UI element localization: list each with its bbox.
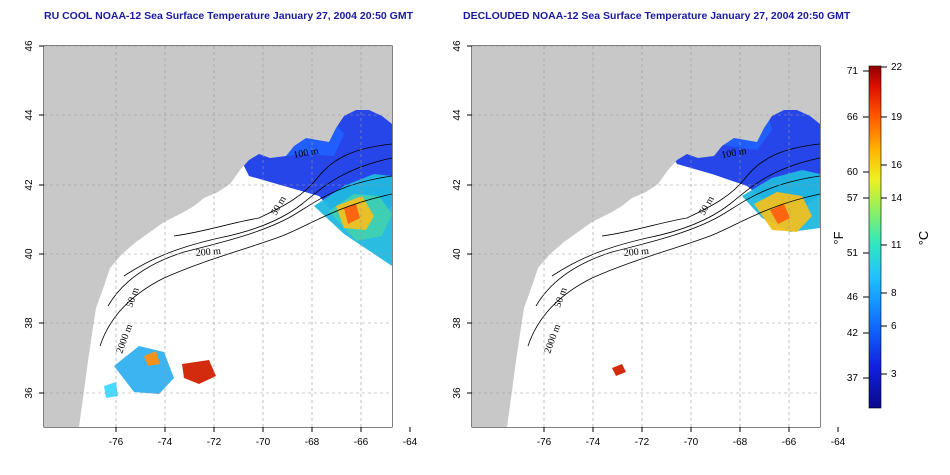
celsius-tick-label: 6: [891, 321, 897, 332]
sst-patch: [344, 204, 360, 224]
lon-tick-label: -68: [305, 437, 320, 448]
lon-tick-label: -66: [782, 437, 797, 448]
celsius-label: °C: [916, 231, 931, 246]
celsius-tick-label: 14: [891, 193, 903, 204]
bathymetry-contour: [123, 157, 392, 277]
bathymetry-contour: [99, 193, 392, 347]
sst-patch: [182, 360, 216, 384]
fahrenheit-tick-label: 42: [847, 328, 859, 339]
lon-tick-label: -64: [403, 437, 418, 448]
land-mass-nova-scotia: [734, 76, 820, 110]
lon-tick-label: -76: [537, 437, 552, 448]
temperature-colorbar: 71 66 60 57 51 46 42 37 22 19 16 14 11 8 6 3 °F °C: [831, 62, 931, 409]
bathymetry-contour: [601, 143, 820, 237]
bathymetry-contour: [527, 193, 820, 347]
land-mass: [472, 46, 820, 427]
lon-tick-label: -72: [207, 437, 222, 448]
sst-patch: [770, 204, 790, 224]
lat-tick-label: 36: [452, 387, 463, 399]
colorbar-gradient: [868, 65, 882, 409]
contour-label-m100: 100 m: [293, 146, 320, 161]
fahrenheit-tick-label: 51: [847, 248, 859, 259]
bathymetry-contour: [551, 157, 820, 277]
lat-tick-label: 40: [452, 248, 463, 260]
contour-label-m100: 100 m: [721, 146, 748, 161]
sst-patch: [104, 382, 118, 398]
bathymetry-contour: [535, 175, 820, 307]
lat-tick-label: 38: [24, 317, 35, 329]
lon-tick-label: -66: [354, 437, 369, 448]
celsius-tick-label: 3: [891, 369, 897, 380]
land-mass-nova-scotia: [306, 76, 392, 110]
lon-tick-label: -74: [586, 437, 601, 448]
contour-label-m200: 200 m: [195, 246, 221, 259]
fahrenheit-label: °F: [831, 231, 846, 244]
lat-tick-label: 42: [24, 179, 35, 191]
celsius-tick-label: 16: [891, 160, 903, 171]
bathymetry-contour: [173, 143, 392, 237]
celsius-tick-label: 11: [891, 240, 902, 251]
sst-patch: [612, 364, 626, 376]
celsius-tick-label: 8: [891, 288, 897, 299]
lat-tick-label: 36: [24, 387, 35, 399]
sst-patch: [114, 346, 174, 394]
lon-tick-label: -74: [158, 437, 173, 448]
fahrenheit-tick-label: 46: [847, 292, 859, 303]
lon-tick-label: -76: [109, 437, 124, 448]
celsius-tick-label: 19: [891, 112, 903, 123]
lon-tick-label: -68: [733, 437, 748, 448]
contour-label-m200: 200 m: [623, 246, 649, 259]
lat-tick-label: 44: [452, 109, 463, 121]
panel-title-left: RU COOL NOAA-12 Sea Surface Temperature …: [44, 10, 414, 22]
lon-tick-label: -72: [635, 437, 650, 448]
lat-tick-label: 38: [452, 317, 463, 329]
fahrenheit-tick-label: 71: [847, 66, 859, 77]
lat-tick-label: 40: [24, 248, 35, 260]
fahrenheit-tick-label: 66: [847, 112, 859, 123]
fahrenheit-tick-label: 37: [847, 373, 859, 384]
lon-tick-label: -70: [684, 437, 699, 448]
land-mass: [44, 46, 392, 427]
bathymetry-contour: [107, 175, 392, 307]
lat-tick-label: 44: [24, 109, 35, 121]
lat-tick-label: 46: [24, 40, 35, 52]
lat-tick-label: 42: [452, 179, 463, 191]
lat-tick-label: 46: [452, 40, 463, 52]
fahrenheit-tick-label: 57: [847, 193, 859, 204]
lon-tick-label: -64: [831, 437, 846, 448]
celsius-tick-label: 22: [891, 62, 903, 73]
fahrenheit-tick-label: 60: [847, 167, 859, 178]
lon-tick-label: -70: [256, 437, 271, 448]
panel-title-right: DECLOUDED NOAA-12 Sea Surface Temperatur…: [463, 10, 851, 22]
sst-patch: [144, 351, 160, 366]
